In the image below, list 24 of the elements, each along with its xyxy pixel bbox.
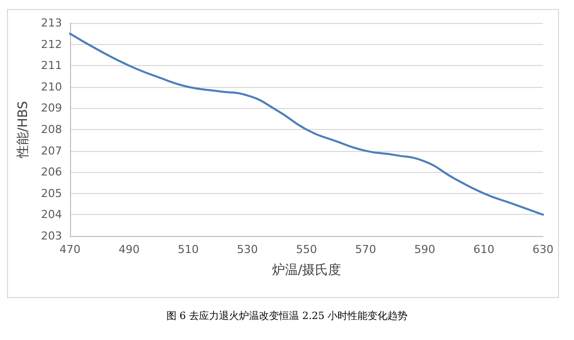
y-tick-label: 211 bbox=[41, 59, 62, 72]
x-tick-label: 510 bbox=[178, 243, 199, 256]
y-tick-label: 204 bbox=[41, 208, 62, 222]
y-tick-label: 209 bbox=[41, 102, 62, 115]
x-tick-label: 550 bbox=[296, 243, 317, 256]
y-tick-label: 212 bbox=[41, 38, 62, 51]
caption: 图 6 去应力退火炉温改变恒温 2.25 小时性能变化趋势 bbox=[165, 310, 409, 323]
x-tick-label: 610 bbox=[473, 243, 494, 256]
x-tick-label: 630 bbox=[532, 243, 554, 256]
x-tick-label: 470 bbox=[60, 243, 80, 256]
y-tick-label: 203 bbox=[41, 230, 62, 242]
x-axis-title: 炉温/摄氏度 bbox=[272, 262, 342, 278]
y-axis-title: 性能/HBS bbox=[16, 100, 32, 160]
y-tick-label: 210 bbox=[41, 80, 62, 94]
y-tick-label: 205 bbox=[41, 186, 62, 200]
x-tick-label: 590 bbox=[414, 243, 436, 256]
x-tick-label: 570 bbox=[355, 243, 376, 256]
y-tick-label: 213 bbox=[41, 16, 62, 30]
y-tick-label: 208 bbox=[41, 123, 62, 136]
y-tick-label: 207 bbox=[41, 144, 62, 158]
y-tick-label: 206 bbox=[41, 166, 62, 179]
x-tick-label: 530 bbox=[236, 243, 258, 256]
line-series bbox=[69, 32, 544, 216]
x-tick-label: 490 bbox=[118, 243, 140, 256]
